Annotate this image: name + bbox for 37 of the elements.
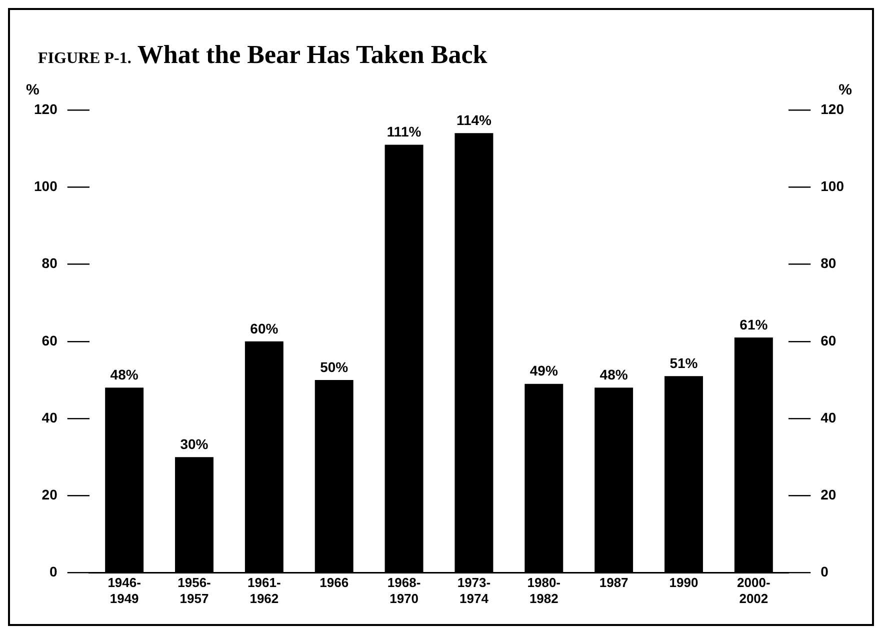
data-label: 111% (386, 124, 422, 140)
data-label: 50% (320, 358, 349, 375)
x-tick-label: 1956-1957 (178, 575, 211, 606)
y-tick-label: 40 (42, 409, 58, 426)
y2-tick-label: 100 (820, 178, 844, 194)
x-tick-label: 1961-1962 (248, 575, 281, 606)
y-tick-label: 60 (42, 332, 58, 348)
data-label: 61% (740, 316, 768, 332)
y-tick-label: 80 (42, 255, 58, 272)
y-tick-label: 0 (50, 564, 58, 580)
y2-tick-label: 120 (820, 100, 844, 117)
data-label: 51% (670, 354, 698, 371)
data-label: 48% (600, 366, 628, 383)
x-tick-label: 1987 (599, 575, 628, 590)
y-tick-label: 120 (34, 100, 58, 117)
y2-tick-label: 60 (820, 332, 836, 348)
y-tick-label: 20 (42, 486, 58, 503)
x-tick-label: 2000-2002 (737, 575, 770, 606)
y-axis-title: % (26, 82, 40, 99)
x-tick-label: 1980-1982 (527, 575, 561, 606)
y2-tick-label: 40 (820, 409, 836, 426)
data-label: 48% (110, 366, 139, 383)
y2-tick-label: 0 (820, 564, 829, 580)
y2-tick-label: 20 (820, 486, 836, 503)
y-tick-label: 100 (34, 178, 58, 194)
x-tick-label: 1990 (669, 575, 698, 590)
y2-axis-title: % (838, 82, 852, 99)
x-tick-label: 1966 (320, 575, 349, 590)
data-label: 49% (530, 362, 558, 379)
x-tick-label: 1973-1974 (457, 575, 491, 606)
chart-title: FIGURE P-1. What the Bear Has Taken Back (37, 39, 488, 70)
data-label: 114% (456, 112, 492, 128)
x-tick-label: 1968-1970 (387, 575, 421, 606)
data-label: 30% (180, 436, 209, 452)
data-label: 60% (250, 320, 279, 336)
x-tick-label: 1946-1949 (108, 575, 141, 606)
y2-tick-label: 80 (820, 255, 836, 272)
